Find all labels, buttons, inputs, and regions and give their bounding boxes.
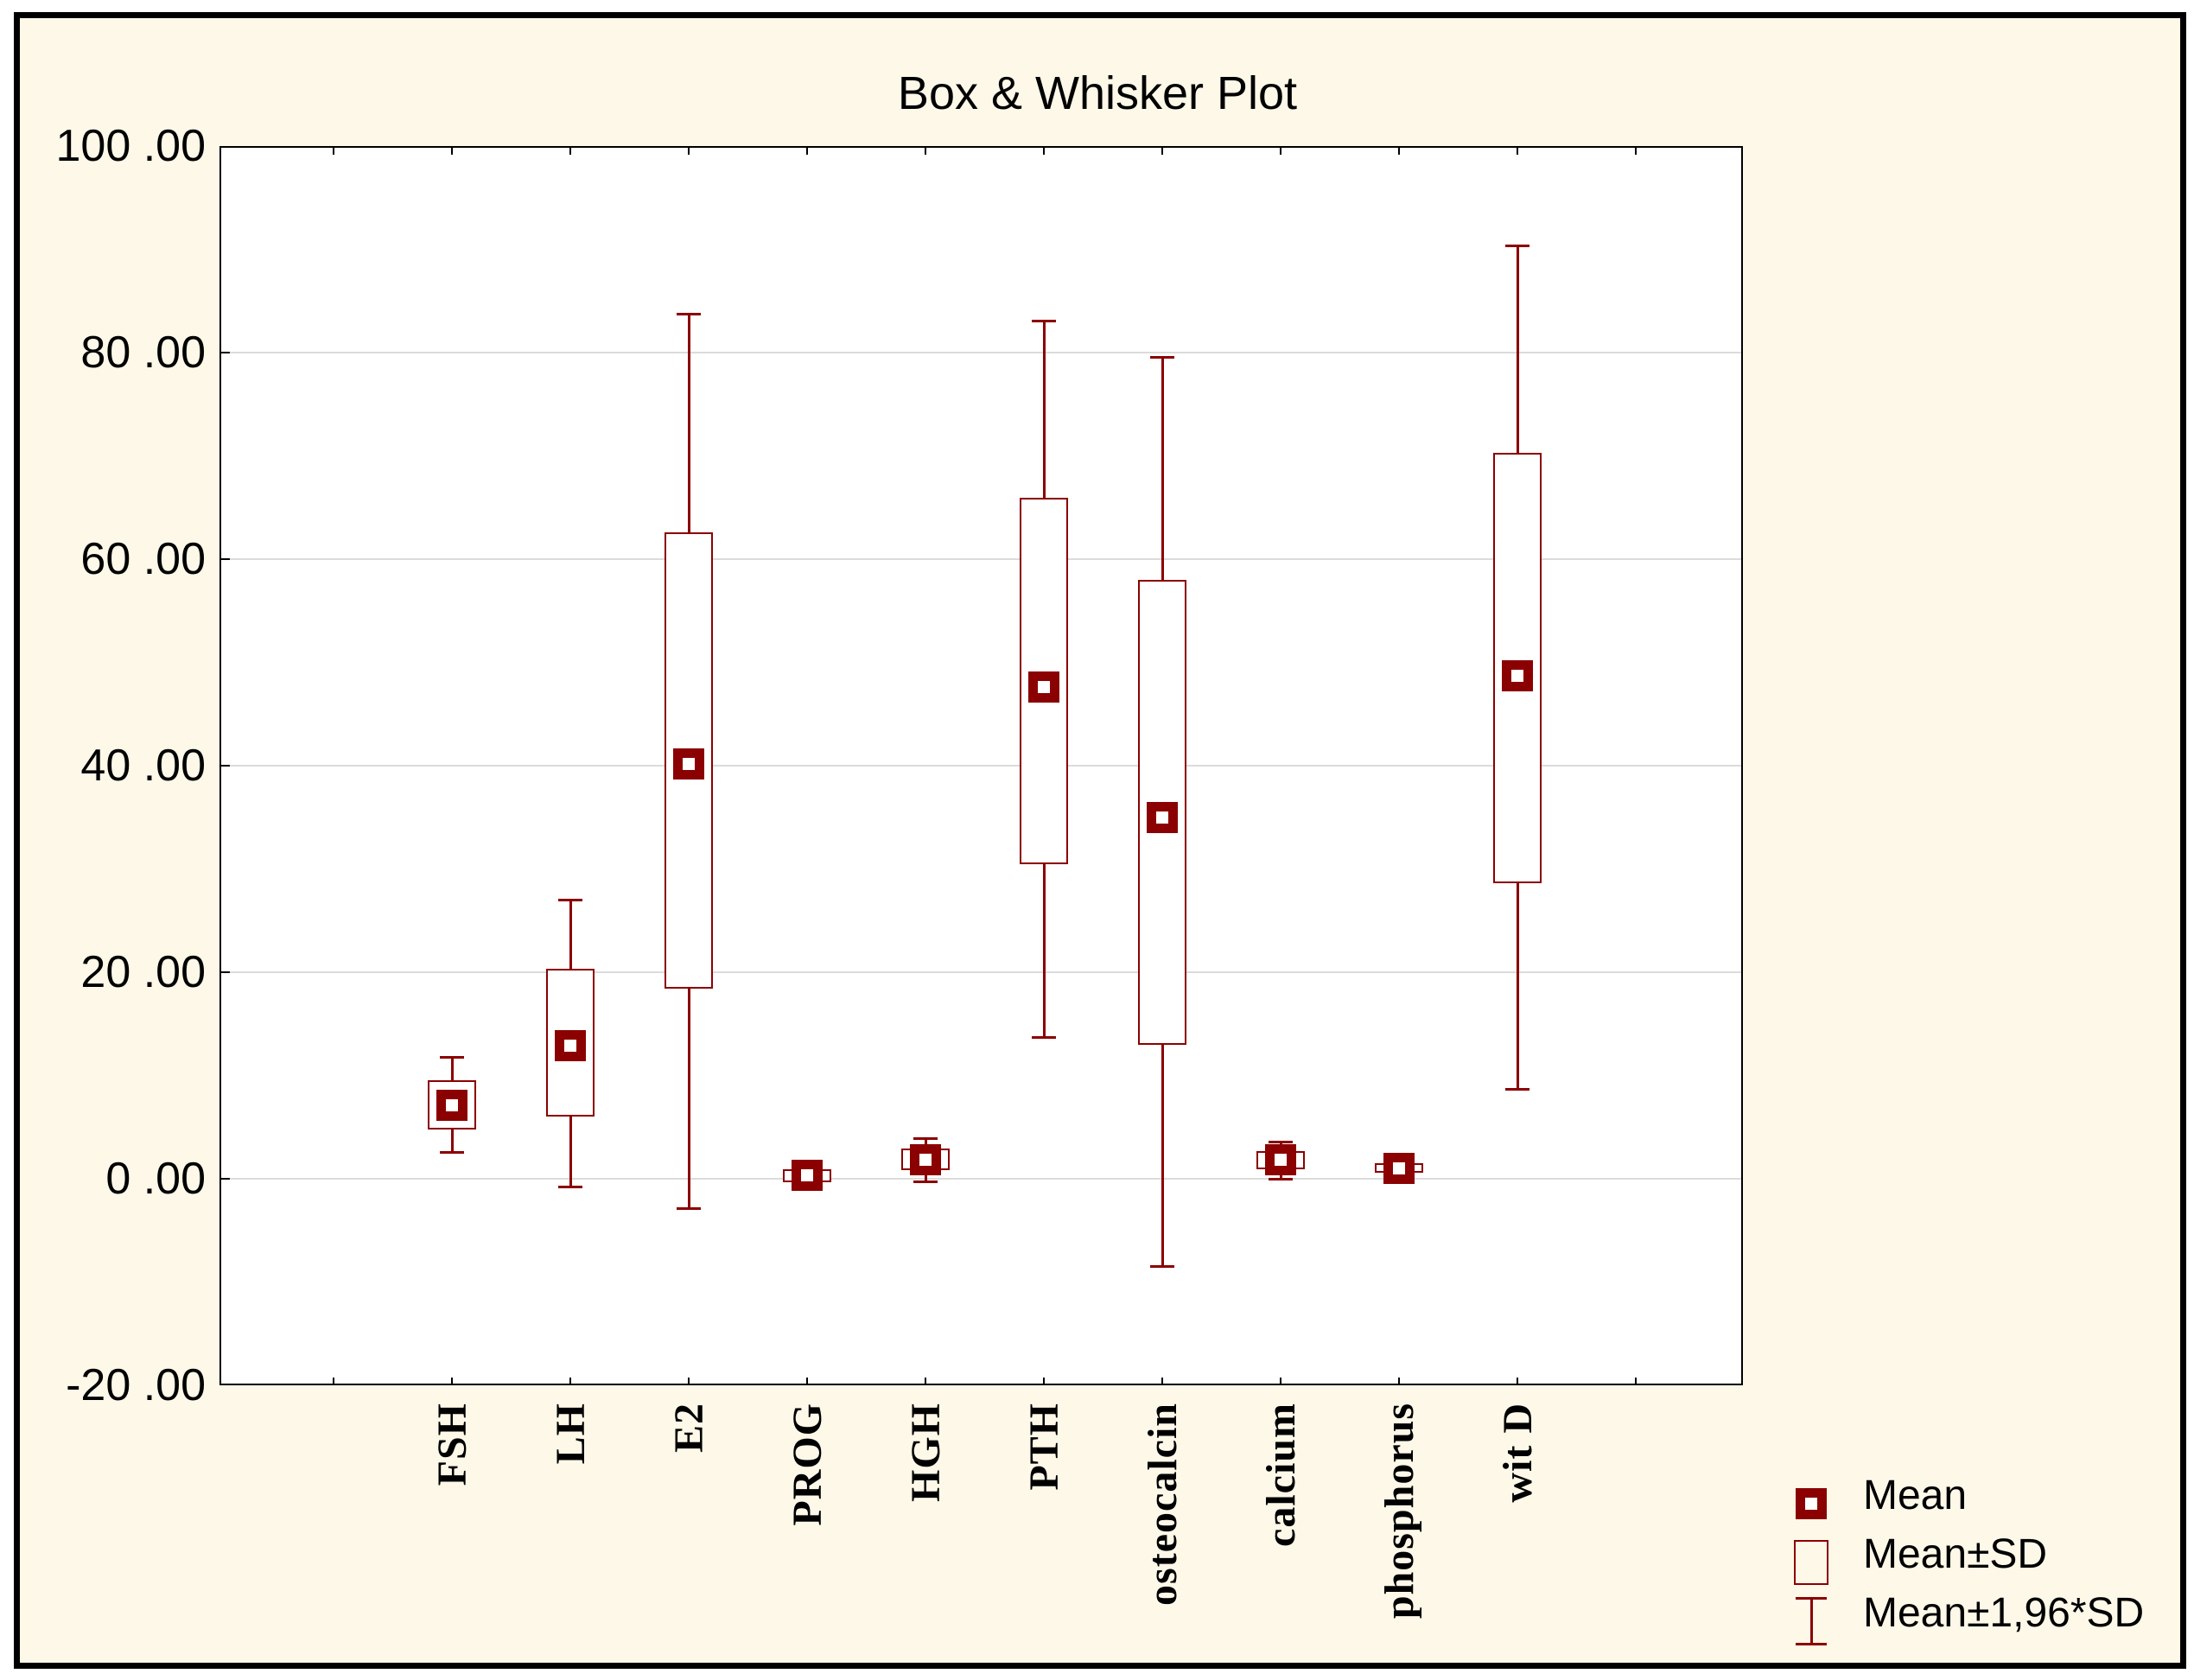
- legend-whisker-line: [1810, 1597, 1813, 1645]
- x-axis-top-tick: [1635, 146, 1637, 155]
- x-axis-top-tick: [1517, 146, 1518, 155]
- legend: Mean Mean±SD Mean±1,96*SD: [1780, 1469, 2178, 1651]
- legend-whisker-icon: [1796, 1597, 1827, 1645]
- legend-mean-marker-icon: [1796, 1488, 1827, 1519]
- whisker-bottom-cap-wit D: [1505, 1088, 1529, 1091]
- whisker-bottom-cap-HGH: [913, 1180, 938, 1183]
- x-axis-bottom-tick: [1635, 1378, 1637, 1385]
- y-axis-label-40: 40 .00: [80, 741, 206, 791]
- x-axis-top-tick: [1398, 146, 1400, 155]
- sd-box-osteocalcin: [1138, 579, 1186, 1045]
- whisker-top-cap-FSH: [440, 1055, 464, 1059]
- x-axis-top-tick: [1161, 146, 1163, 155]
- x-axis-bottom-tick: [1398, 1378, 1400, 1385]
- x-axis-label-wit D: wit D: [1495, 1403, 1541, 1503]
- y-axis-label-0: 0 .00: [105, 1154, 206, 1204]
- x-axis-bottom-tick: [1043, 1378, 1045, 1385]
- mean-marker-FSH: [436, 1090, 467, 1122]
- x-axis-label-E2: E2: [666, 1403, 712, 1454]
- whisker-top-cap-calcium: [1269, 1140, 1293, 1143]
- x-axis-label-osteocalcin: osteocalcin: [1140, 1403, 1186, 1606]
- y-axis-tick--20: [219, 1384, 230, 1385]
- x-axis-bottom-tick: [925, 1378, 926, 1385]
- mean-marker-calcium: [1265, 1144, 1296, 1176]
- x-axis-bottom-tick: [451, 1378, 453, 1385]
- x-axis-bottom-tick: [1280, 1378, 1281, 1385]
- x-axis-top-tick: [688, 146, 690, 155]
- whisker-bottom-cap-PTH: [1032, 1036, 1056, 1040]
- gridline-20: [219, 971, 1743, 973]
- x-axis-label-calcium: calcium: [1258, 1403, 1304, 1547]
- x-axis-bottom-tick: [688, 1378, 690, 1385]
- y-axis-tick-0: [219, 1178, 230, 1180]
- x-axis-label-PTH: PTH: [1021, 1403, 1067, 1491]
- y-axis-label-80: 80 .00: [80, 328, 206, 378]
- x-axis-label-phosphorus: phosphorus: [1377, 1403, 1422, 1620]
- whisker-top-cap-osteocalcin: [1150, 355, 1174, 359]
- legend-box-outline-icon: [1794, 1540, 1828, 1585]
- x-axis-bottom-tick: [1517, 1378, 1518, 1385]
- whisker-bottom-cap-osteocalcin: [1150, 1264, 1174, 1268]
- y-axis-label--20: -20 .00: [66, 1360, 206, 1410]
- x-axis-top-tick: [1043, 146, 1045, 155]
- x-axis-label-FSH: FSH: [429, 1403, 475, 1486]
- whisker-top-cap-PTH: [1032, 319, 1056, 322]
- gridline-0: [219, 1178, 1743, 1180]
- plot-area: [219, 146, 1743, 1385]
- x-axis-label-HGH: HGH: [903, 1403, 949, 1503]
- mean-marker-E2: [673, 748, 704, 780]
- x-axis-label-LH: LH: [548, 1403, 594, 1465]
- y-axis-label-100: 100 .00: [55, 121, 207, 171]
- mean-marker-PTH: [1028, 671, 1059, 703]
- gridline-60: [219, 558, 1743, 560]
- y-axis-label-20: 20 .00: [80, 947, 206, 997]
- legend-label-mean: Mean: [1863, 1473, 1968, 1518]
- whisker-top-cap-LH: [558, 899, 582, 902]
- mean-marker-wit D: [1502, 660, 1533, 692]
- mean-marker-PROG: [792, 1160, 823, 1192]
- legend-label-mean-sd: Mean±SD: [1863, 1531, 2048, 1577]
- x-axis-top-tick: [333, 146, 334, 155]
- whisker-top-cap-wit D: [1505, 244, 1529, 247]
- gridline-80: [219, 352, 1743, 353]
- y-axis-tick-80: [219, 352, 230, 353]
- x-axis-bottom-tick: [333, 1378, 334, 1385]
- mean-marker-phosphorus: [1383, 1153, 1415, 1185]
- whisker-top-cap-E2: [677, 312, 701, 315]
- x-axis-label-PROG: PROG: [785, 1403, 830, 1526]
- chart-title: Box & Whisker Plot: [897, 67, 1298, 119]
- y-axis-tick-40: [219, 765, 230, 767]
- y-axis-tick-20: [219, 971, 230, 973]
- y-axis-tick-100: [219, 146, 230, 148]
- whisker-bottom-cap-LH: [558, 1185, 582, 1188]
- mean-marker-HGH: [910, 1144, 941, 1176]
- y-axis-tick-60: [219, 558, 230, 560]
- x-axis-top-tick: [925, 146, 926, 155]
- whisker-bottom-cap-E2: [677, 1206, 701, 1210]
- whisker-bottom-cap-calcium: [1269, 1178, 1293, 1181]
- legend-label-mean-196sd: Mean±1,96*SD: [1863, 1590, 2145, 1636]
- x-axis-top-tick: [806, 146, 808, 155]
- x-axis-bottom-tick: [806, 1378, 808, 1385]
- x-axis-bottom-tick: [1161, 1378, 1163, 1385]
- whisker-bottom-cap-FSH: [440, 1151, 464, 1155]
- x-axis-top-tick: [451, 146, 453, 155]
- legend-whisker-bottom-cap: [1796, 1643, 1827, 1645]
- y-axis-label-60: 60 .00: [80, 534, 206, 584]
- x-axis-top-tick: [569, 146, 571, 155]
- gridline-40: [219, 765, 1743, 767]
- whisker-top-cap-HGH: [913, 1137, 938, 1141]
- mean-marker-osteocalcin: [1147, 801, 1178, 833]
- legend-whisker-top-cap: [1796, 1597, 1827, 1600]
- x-axis-bottom-tick: [569, 1378, 571, 1385]
- x-axis-top-tick: [1280, 146, 1281, 155]
- mean-marker-LH: [555, 1029, 586, 1061]
